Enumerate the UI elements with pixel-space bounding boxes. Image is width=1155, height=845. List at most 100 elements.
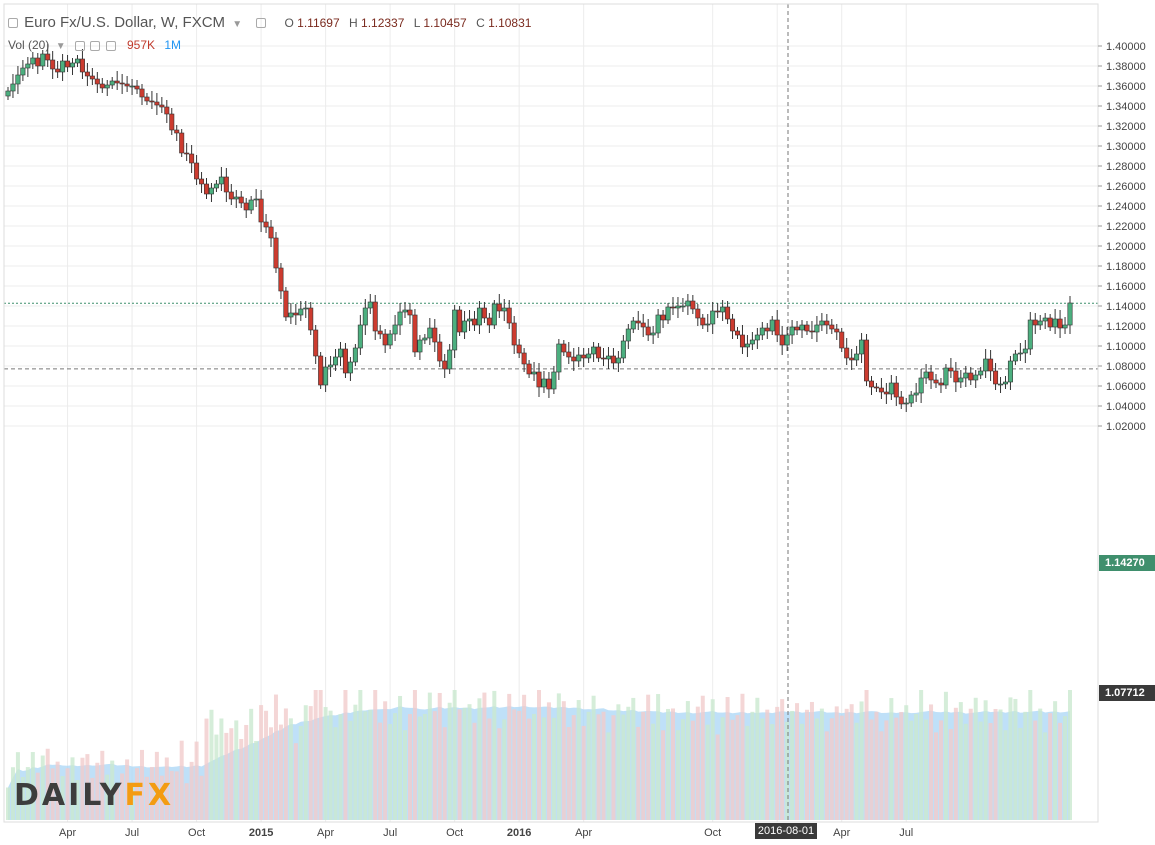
volume-bar [1028,690,1033,820]
volume-bar [1018,727,1023,820]
candle-up [665,306,671,321]
volume-bar [179,740,184,820]
candle-up [859,339,865,355]
candle-down [174,129,180,134]
x-tick-label: Jul [383,827,397,839]
candle-up [10,83,16,92]
x-tick-label: Apr [317,827,334,839]
candle-up [303,307,309,310]
volume-bar [487,718,492,820]
volume-bar [209,709,214,820]
logo-part-daily: DAILY [14,778,125,813]
candle-down [179,132,185,154]
volume-bar [80,757,85,820]
candle-down [601,357,607,360]
volume-menu-caret-icon[interactable]: ▼ [55,41,66,52]
candle-down [730,318,736,332]
x-tick-label: Apr [575,827,592,839]
settings-icon[interactable] [256,18,267,29]
volume-bar [641,711,646,820]
candle-up [605,355,611,360]
x-tick-label: 2016 [507,827,531,839]
candle-up [298,308,304,316]
x-tick-label: Oct [188,827,205,839]
volume-bar [437,692,442,820]
candle-down [119,82,125,85]
candle-down [457,309,463,333]
volume-bar [829,718,834,820]
volume-bar [25,767,30,820]
candle-down [134,85,140,90]
candle-down [536,371,542,388]
volume-bar [914,713,919,820]
candle-up [288,312,294,318]
collapse-icon[interactable] [8,18,18,29]
candle-down [873,386,879,389]
x-tick-label: Jul [125,827,139,839]
volume-title[interactable]: Vol (20) [8,38,50,52]
volume-bar [983,700,988,820]
volume-bar [348,720,353,820]
candle-down [114,80,120,84]
volume-bar [219,718,224,820]
candle-up [814,324,820,333]
volume-bar [824,731,829,820]
volume-bar [120,773,125,820]
volume-bar [517,710,522,820]
volume-remove-icon[interactable] [105,40,116,51]
candle-up [551,371,557,390]
candle-down [258,198,264,223]
y-tick-label: 1.10000 [1106,341,1146,353]
volume-bar [70,757,75,820]
candle-up [323,366,329,386]
candle-down [938,382,944,386]
volume-visibility-icon[interactable] [90,40,101,51]
volume-bar [264,710,269,820]
candle-down [1057,318,1063,329]
candle-up [958,377,964,383]
low-value: 1.10457 [423,16,467,30]
volume-bar [740,693,745,820]
candle-down [204,183,210,195]
candle-up [720,306,726,313]
volume-bar [90,777,95,820]
volume-bar [393,713,398,820]
volume-settings-icon[interactable] [74,40,85,51]
symbol-menu-caret-icon[interactable]: ▼ [232,19,243,30]
volume-bar [953,707,958,820]
volume-bar [467,704,472,820]
volume-bar [636,726,641,820]
candle-up [402,309,408,313]
volume-bar [859,701,864,820]
y-tick-label: 1.36000 [1106,81,1146,93]
candle-down [89,75,95,80]
candle-down [481,307,487,319]
y-tick-label: 1.12000 [1106,321,1146,333]
volume-bar [606,732,611,820]
volume-bar [308,706,313,820]
volume-bar [269,727,274,820]
volume-bar [1038,708,1043,820]
volume-bar [492,690,497,820]
volume-bar [924,719,929,820]
volume-bar [6,787,10,820]
volume-bar [809,701,814,820]
candle-up [109,80,115,86]
volume-bar [894,717,899,820]
candle-up [888,382,894,395]
symbol-title[interactable]: Euro Fx/U.S. Dollar, W, FXCM [24,14,226,31]
volume-bar [507,693,512,820]
candle-down [144,96,150,102]
high-value: 1.12337 [361,16,405,30]
candle-up [40,53,46,67]
y-tick-label: 1.38000 [1106,61,1146,73]
candle-up [923,371,929,379]
volume-bar [169,770,174,820]
candle-down [715,310,721,313]
candle-up [685,300,691,307]
candle-up [754,334,760,341]
candle-down [700,317,706,326]
close-key: C [476,16,485,30]
volume-bar [383,701,388,820]
